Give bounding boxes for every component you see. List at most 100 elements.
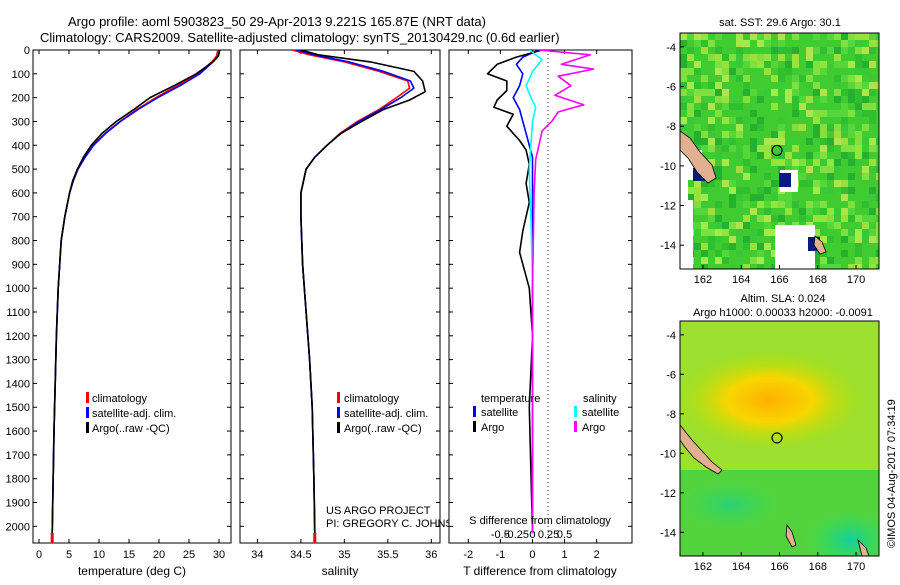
legend-swatch-argo <box>337 422 340 433</box>
depth-tick-label: 2000 <box>6 521 30 533</box>
legend-label-argo: Argo(..raw -QC) <box>344 423 422 435</box>
sst-cell <box>778 138 785 145</box>
sst-cell <box>715 236 722 243</box>
salinity-frame <box>239 49 441 544</box>
sst-cell <box>820 110 827 117</box>
sst-cell <box>736 68 743 75</box>
sst-cell <box>820 215 827 222</box>
sst-cell <box>869 33 876 40</box>
sst-cell <box>862 166 869 173</box>
map-x-tick-label: 166 <box>770 561 788 573</box>
legend-label-satellite: satellite-adj. clim. <box>92 408 176 420</box>
sst-cell <box>729 222 736 229</box>
sst-cell <box>694 243 701 250</box>
sst-cell <box>757 54 764 61</box>
sst-cell <box>813 201 820 208</box>
sst-cell <box>757 243 764 250</box>
sst-cell <box>834 131 841 138</box>
map-y-tick-label: -14 <box>660 240 676 252</box>
sst-cell <box>764 138 771 145</box>
temperature-ticks: 0 5 10 15 20 25 30 <box>33 49 231 561</box>
sst-cell <box>813 250 820 257</box>
sst-cell <box>687 103 694 110</box>
sst-cell <box>820 187 827 194</box>
sst-cell <box>820 47 827 54</box>
argo-position-marker <box>771 432 783 444</box>
sst-cell <box>736 75 743 82</box>
series-line-salinity-satellite <box>525 50 543 534</box>
sst-cell <box>687 89 694 96</box>
sst-cell <box>708 131 715 138</box>
sst-cell <box>855 33 862 40</box>
sst-map-title: sat. SST: 29.6 Argo: 30.1 <box>719 17 841 29</box>
sst-cell <box>778 117 785 124</box>
sst-cell <box>869 236 876 243</box>
map-y-tick-label: -4 <box>666 330 676 342</box>
map-y-tick-label: -8 <box>666 121 676 133</box>
sst-cell <box>862 33 869 40</box>
sst-cell <box>820 124 827 131</box>
sst-cell <box>743 89 750 96</box>
sst-cell <box>757 152 764 159</box>
sst-cell <box>862 47 869 54</box>
sst-cell <box>708 180 715 187</box>
depth-tick-label: 0 <box>24 45 30 57</box>
map-y-tick-label: -10 <box>660 161 676 173</box>
sst-cell <box>722 117 729 124</box>
sst-cell <box>848 187 855 194</box>
sst-cell <box>687 187 694 194</box>
sst-cell <box>827 215 834 222</box>
sst-cell <box>806 82 813 89</box>
sst-cell <box>680 82 687 89</box>
sst-cell <box>708 215 715 222</box>
sst-cell <box>771 250 778 257</box>
x-tick-label: 34.5 <box>290 549 311 561</box>
legend-swatch-climatology <box>337 392 340 403</box>
sst-cell <box>841 229 848 236</box>
sst-cell <box>862 61 869 68</box>
sst-cell <box>771 47 778 54</box>
sst-cell <box>729 131 736 138</box>
depth-tick-label: 600 <box>12 188 30 200</box>
sst-cell <box>841 236 848 243</box>
sst-cell <box>764 215 771 222</box>
sst-cell <box>834 33 841 40</box>
sst-cell <box>834 110 841 117</box>
sst-cell <box>701 201 708 208</box>
sla-island-shape <box>857 538 870 556</box>
depth-tick-label: 1500 <box>6 402 30 414</box>
sst-cell <box>834 96 841 103</box>
depth-tick-label: 1400 <box>6 378 30 390</box>
sst-cell <box>792 145 799 152</box>
sst-cell <box>771 131 778 138</box>
sst-cell <box>862 173 869 180</box>
sst-cell <box>841 47 848 54</box>
sst-cell <box>757 145 764 152</box>
sst-cell <box>757 117 764 124</box>
map-y-tick-label: -8 <box>666 409 676 421</box>
sst-cell <box>792 201 799 208</box>
sst-cell <box>841 208 848 215</box>
sst-cell <box>708 229 715 236</box>
sst-cell <box>701 75 708 82</box>
sst-cell <box>778 75 785 82</box>
sst-cell <box>764 187 771 194</box>
sst-cell <box>715 47 722 54</box>
sst-cell <box>848 264 855 269</box>
depth-tick-label: 800 <box>12 236 30 248</box>
sst-cell <box>869 208 876 215</box>
sst-cell <box>722 89 729 96</box>
sst-cell <box>778 215 785 222</box>
sst-cell <box>806 54 813 61</box>
sst-cell <box>764 145 771 152</box>
difference-lines <box>486 50 595 534</box>
sst-cell <box>778 159 785 166</box>
map-y-tick-label: -12 <box>660 201 676 213</box>
sst-cell <box>827 110 834 117</box>
sst-cell <box>827 138 834 145</box>
sst-cell <box>869 47 876 54</box>
sst-cell <box>785 152 792 159</box>
sla-high-anomaly <box>680 350 865 450</box>
sst-cell <box>701 89 708 96</box>
